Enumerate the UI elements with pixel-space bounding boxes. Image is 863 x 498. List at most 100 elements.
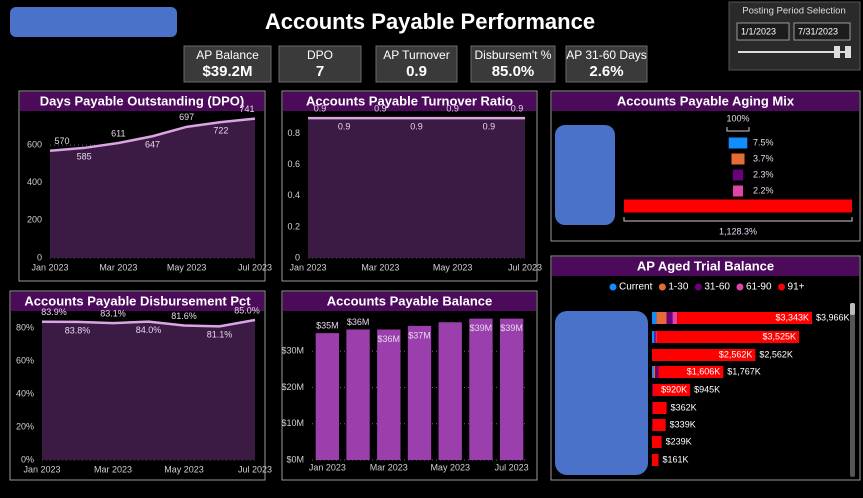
slider-handle[interactable] bbox=[834, 46, 840, 58]
bar-segment bbox=[652, 419, 666, 431]
kpi-value: 7 bbox=[316, 63, 324, 80]
y-tick-label: 0 bbox=[295, 252, 300, 262]
bar-segment bbox=[652, 419, 653, 431]
kpi-card bbox=[470, 45, 556, 83]
data-label: 0.9 bbox=[338, 121, 351, 131]
slicer: Posting Period Selection 1/1/2023 7/31/2… bbox=[728, 1, 861, 71]
panel-title: Accounts Payable Disbursement Pct bbox=[24, 293, 251, 308]
bar-segment bbox=[653, 366, 656, 378]
x-tick-label: May 2023 bbox=[430, 462, 470, 472]
data-label: 84.0% bbox=[136, 325, 162, 335]
data-label: 611 bbox=[111, 128, 125, 138]
panel-title-bar bbox=[11, 292, 264, 311]
data-label: 741 bbox=[239, 104, 254, 114]
overlay-box bbox=[555, 311, 648, 475]
kpi-card bbox=[565, 45, 648, 83]
bracket bbox=[623, 217, 853, 222]
data-label: 647 bbox=[145, 140, 160, 150]
bar-segment bbox=[652, 366, 654, 378]
legend-marker bbox=[736, 283, 744, 291]
start-date-box[interactable] bbox=[736, 22, 790, 41]
x-tick-label: Mar 2023 bbox=[361, 262, 399, 272]
data-label: 2.2% bbox=[753, 185, 774, 195]
funnel-bar bbox=[731, 153, 745, 165]
data-label: 81.1% bbox=[207, 330, 233, 340]
area bbox=[308, 118, 525, 258]
legend-label: 61-90 bbox=[746, 282, 772, 293]
legend-marker bbox=[778, 283, 786, 291]
total-label: $2,562K bbox=[759, 349, 793, 359]
data-label: 0.9 bbox=[511, 103, 524, 113]
kpi-card bbox=[183, 45, 272, 83]
x-tick-label: Mar 2023 bbox=[99, 262, 137, 272]
legend-label: 1-30 bbox=[668, 282, 688, 293]
data-label: $1,606K bbox=[687, 366, 721, 376]
bar-segment bbox=[652, 349, 756, 361]
end-date-box[interactable] bbox=[793, 22, 851, 41]
legend-label: Current bbox=[619, 282, 653, 293]
line bbox=[41, 318, 256, 328]
bar bbox=[438, 322, 462, 460]
x-tick-label: Jul 2023 bbox=[495, 462, 529, 472]
y-tick-label: $0M bbox=[286, 454, 304, 464]
bar-segment bbox=[653, 384, 691, 396]
bar bbox=[469, 318, 493, 460]
bar-segment bbox=[656, 312, 667, 324]
kpi-value: 0.9 bbox=[406, 63, 427, 80]
bar-segment bbox=[656, 331, 800, 343]
y-tick-label: 0.8 bbox=[287, 128, 300, 138]
scrollbar-thumb[interactable] bbox=[850, 303, 855, 315]
total-label: $339K bbox=[670, 419, 696, 429]
bar-segment bbox=[677, 312, 812, 324]
legend-marker bbox=[694, 283, 702, 291]
y-tick-label: $30M bbox=[281, 346, 304, 356]
bar-segment bbox=[652, 402, 667, 414]
x-tick-label: Jan 2023 bbox=[289, 262, 326, 272]
legend-marker bbox=[609, 283, 617, 291]
total-label: $161K bbox=[662, 454, 688, 464]
data-label: $37M bbox=[408, 330, 431, 340]
total-label: $1,767K bbox=[727, 366, 761, 376]
bar-segment bbox=[658, 366, 724, 378]
total-label: $3,966K bbox=[816, 312, 850, 322]
kpi-label: AP Balance bbox=[196, 48, 259, 62]
start-date: 1/1/2023 bbox=[741, 26, 776, 36]
slicer-title: Posting Period Selection bbox=[742, 6, 846, 17]
bar-segment bbox=[655, 366, 659, 378]
y-tick-label: $10M bbox=[281, 418, 304, 428]
data-label: 3.7% bbox=[753, 153, 774, 163]
x-tick-label: Jan 2023 bbox=[23, 464, 60, 474]
funnel-bar bbox=[728, 137, 748, 149]
data-label: $39M bbox=[470, 323, 493, 333]
bar-segment bbox=[652, 331, 655, 343]
data-label: 85.0% bbox=[234, 305, 260, 315]
legend-label: 31-60 bbox=[704, 282, 730, 293]
y-tick-label: 200 bbox=[27, 215, 42, 225]
data-label: 0.9 bbox=[446, 103, 459, 113]
bar bbox=[499, 318, 524, 460]
bar-segment bbox=[652, 312, 657, 324]
x-tick-label: Jan 2023 bbox=[31, 262, 68, 272]
legend-marker bbox=[658, 283, 666, 291]
data-label: 570 bbox=[54, 136, 69, 146]
kpi-value: 85.0% bbox=[492, 63, 535, 80]
total-label: $945K bbox=[694, 384, 720, 394]
x-tick-label: Jul 2023 bbox=[238, 262, 272, 272]
scrollbar[interactable] bbox=[850, 303, 855, 477]
slider-handle[interactable] bbox=[845, 46, 851, 58]
y-tick-label: 0.2 bbox=[287, 221, 300, 231]
total-label: $362K bbox=[671, 402, 697, 412]
panel-title-bar bbox=[283, 92, 536, 111]
x-tick-label: Mar 2023 bbox=[94, 464, 132, 474]
data-label: 0.9 bbox=[314, 103, 327, 113]
bar bbox=[346, 329, 370, 460]
x-tick-label: Jan 2023 bbox=[309, 462, 346, 472]
total-label: $239K bbox=[666, 436, 692, 446]
nav-button[interactable] bbox=[10, 7, 177, 37]
y-tick-label: 80% bbox=[16, 323, 34, 333]
data-label: $3,343K bbox=[775, 312, 809, 322]
panel-title-bar bbox=[552, 257, 859, 276]
